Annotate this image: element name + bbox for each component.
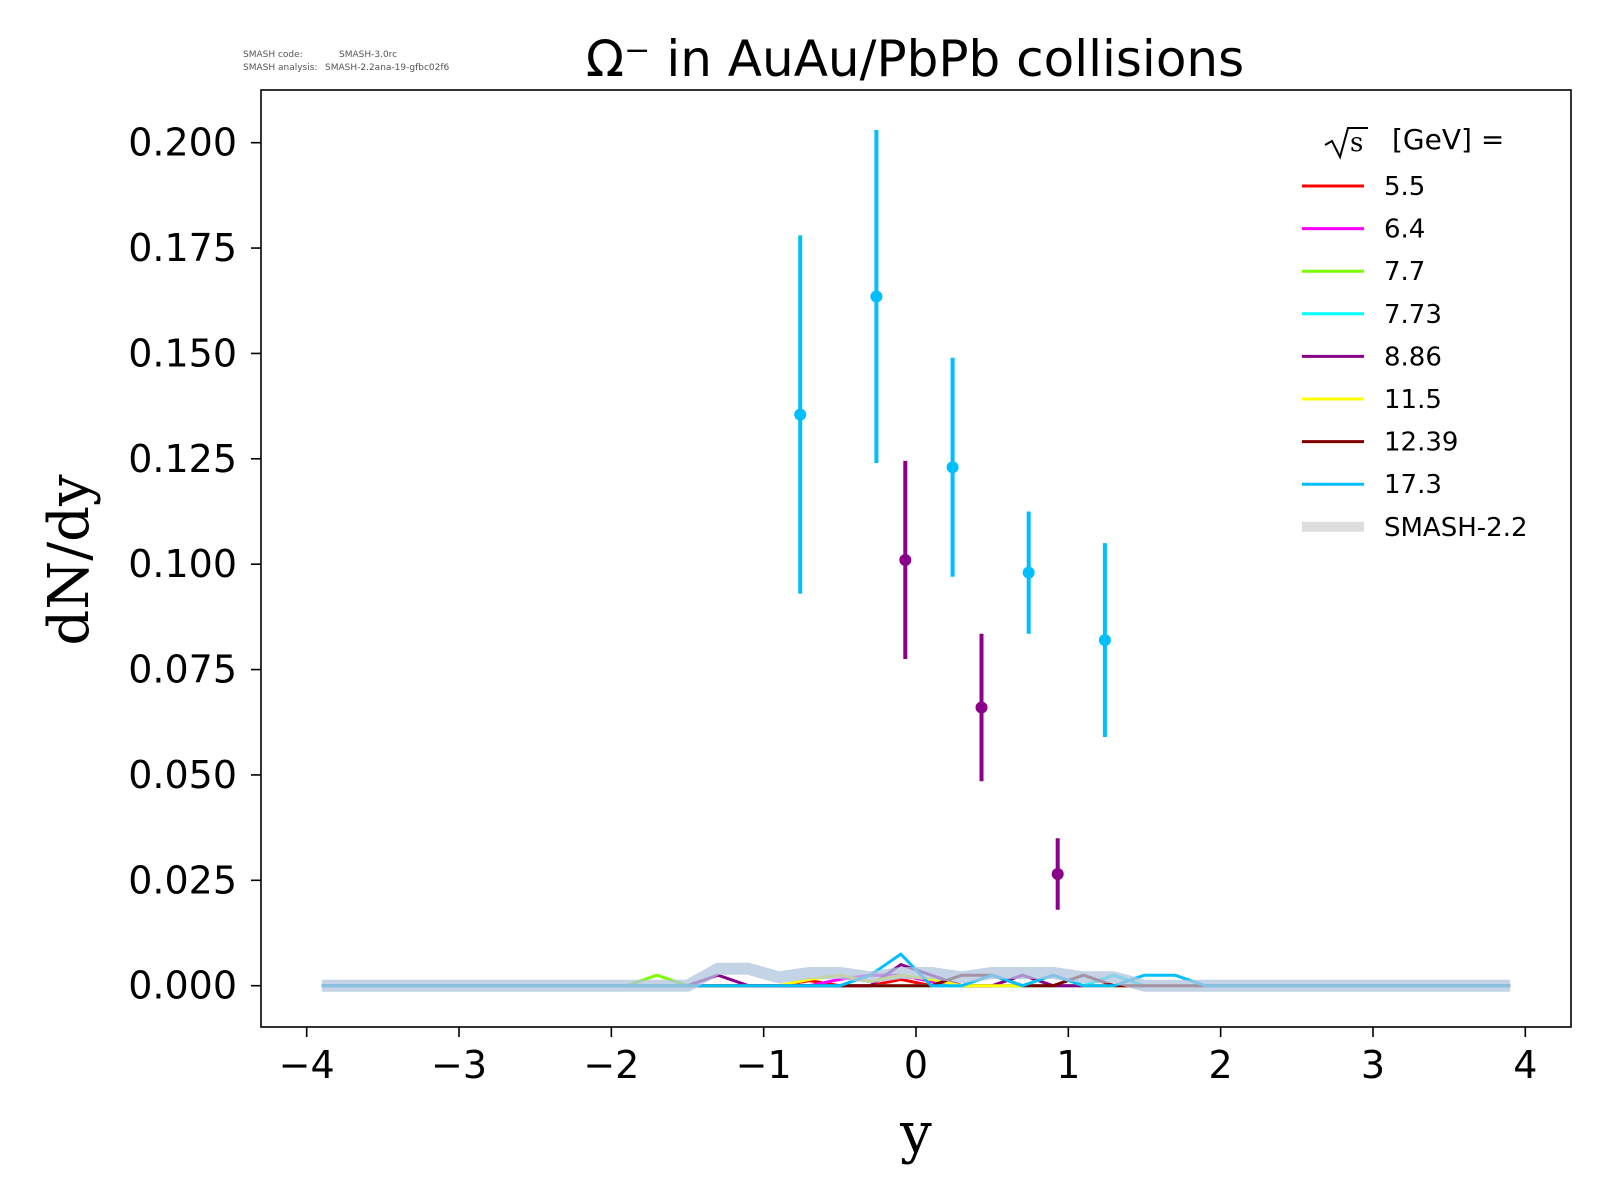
chart-title: Ω⁻ in AuAu/PbPb collisions: [586, 30, 1244, 88]
legend-label-SMASH-2-2: SMASH-2.2: [1384, 513, 1528, 543]
x-tick-label: 1: [1056, 1043, 1080, 1087]
y-tick-label: 0.125: [128, 437, 237, 481]
x-tick-label: 4: [1513, 1043, 1537, 1087]
y-tick-label: 0.000: [128, 964, 237, 1008]
data-point-17-3: [946, 461, 959, 474]
data-point-8-86: [899, 554, 912, 566]
y-tick-label: 0.175: [128, 226, 237, 270]
x-tick-label: −1: [736, 1043, 792, 1087]
data-point-17-3: [1022, 566, 1035, 579]
y-axis: 0.000 0.025 0.050 0.075 0.100 0.125 0.150 0.175…: [128, 121, 261, 1008]
meta-analysis-value: SMASH-2.2ana-19-gfbc02f6: [325, 63, 450, 73]
y-tick-label: 0.050: [128, 753, 237, 797]
legend-title-suffix: [GeV] =: [1392, 123, 1504, 156]
sqrt-symbol: [1324, 127, 1368, 160]
y-tick-label: 0.200: [128, 121, 237, 165]
x-tick-label: −3: [431, 1043, 487, 1087]
x-axis-label: y: [899, 1101, 932, 1166]
y-tick-label: 0.075: [128, 648, 237, 692]
legend-label-5-5: 5.5: [1384, 172, 1425, 202]
data-point-17-3: [870, 290, 883, 303]
legend-label-7-73: 7.73: [1384, 300, 1442, 330]
plot-area: [321, 130, 1511, 992]
x-axis: −4 −3 −2 −1 0 1 2 3 4: [279, 1027, 1537, 1087]
y-tick-label: 0.150: [128, 331, 237, 375]
meta-code-value: SMASH-3.0rc: [339, 50, 397, 60]
data-point-8-86: [975, 701, 988, 714]
legend-entries: 5.5 6.4 7.7 7.73 8.86 11.5 12.39 17.3 SMASH-2.2: [1302, 172, 1528, 543]
y-axis-label: dN/dy: [37, 474, 102, 646]
legend-label-12-39: 12.39: [1384, 428, 1458, 458]
series-line-SMASH-2-2: [321, 962, 1511, 992]
legend: s [GeV] = 5.5 6.4 7.7 7.73 8.86 11.5 12.39 17.3…: [1302, 123, 1528, 543]
data-point-17-3: [794, 408, 807, 421]
data-point-8-86: [1051, 868, 1064, 880]
x-tick-label: −4: [279, 1043, 335, 1087]
y-tick-label: 0.025: [128, 858, 237, 902]
legend-title: s [GeV] =: [1324, 123, 1504, 160]
legend-title-prefix: s: [1350, 128, 1363, 158]
legend-label-17-3: 17.3: [1384, 470, 1442, 500]
legend-label-7-7: 7.7: [1384, 257, 1425, 287]
meta-info: SMASH code: SMASH-3.0rc SMASH analysis: …: [243, 50, 450, 73]
x-tick-label: −2: [583, 1043, 639, 1087]
legend-label-11-5: 11.5: [1384, 385, 1442, 415]
legend-label-6-4: 6.4: [1384, 215, 1425, 245]
y-tick-label: 0.100: [128, 542, 237, 586]
x-tick-label: 2: [1209, 1043, 1233, 1087]
legend-label-8-86: 8.86: [1384, 342, 1442, 372]
meta-code-label: SMASH code:: [243, 50, 303, 60]
x-tick-label: 0: [904, 1043, 928, 1087]
data-point-17-3: [1098, 634, 1111, 647]
meta-analysis-label: SMASH analysis:: [243, 63, 317, 73]
x-tick-label: 3: [1361, 1043, 1385, 1087]
